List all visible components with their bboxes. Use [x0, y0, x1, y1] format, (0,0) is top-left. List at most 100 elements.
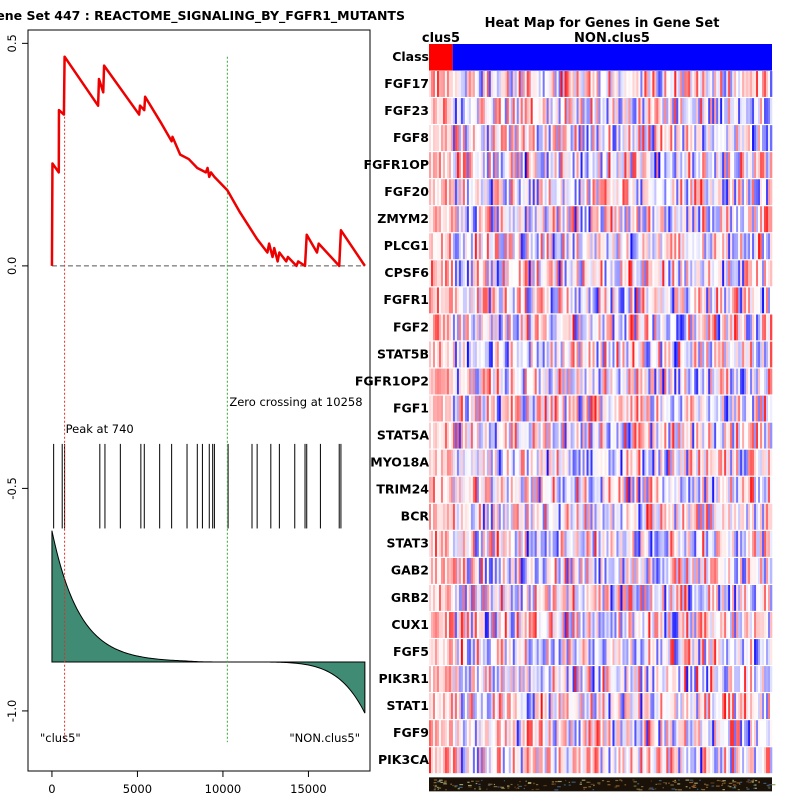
heatmap-cell	[526, 395, 530, 422]
heatmap-cell	[710, 152, 713, 179]
heatmap-cell	[492, 557, 496, 584]
heatmap-cell	[744, 666, 747, 692]
heatmap-cell	[528, 314, 531, 341]
heatmap-cell	[656, 233, 659, 260]
heatmap-cell	[660, 314, 663, 341]
heatmap-cell	[618, 368, 621, 395]
heatmap-cell	[710, 71, 713, 97]
heatmap-cell	[634, 125, 637, 151]
heatmap-cell	[430, 476, 434, 503]
heatmap-cell	[480, 71, 484, 97]
heatmap-cell	[696, 98, 699, 124]
heatmap-cell	[750, 747, 753, 774]
heatmap-cell	[702, 368, 705, 395]
heatmap-cell	[704, 612, 707, 638]
heatmap-cell	[684, 98, 687, 124]
heatmap-cell	[486, 152, 490, 179]
heatmap-cell	[624, 98, 627, 124]
heatmap-cell	[534, 287, 537, 314]
heatmap-cell	[766, 395, 769, 422]
heatmap-cell	[478, 233, 482, 260]
heatmap-cell	[552, 747, 555, 774]
heatmap-cell	[680, 125, 683, 151]
heatmap-cell	[698, 287, 701, 314]
heatmap-cell	[510, 422, 514, 449]
heatmap-cell	[520, 287, 524, 314]
heatmap-cell	[538, 152, 541, 179]
heatmap-cell	[472, 693, 476, 720]
heatmap-cell	[680, 341, 683, 368]
heatmap-cell	[442, 557, 446, 584]
heatmap-cell	[660, 125, 663, 151]
heatmap-cell	[602, 666, 605, 692]
heatmap-cell	[462, 341, 466, 368]
heatmap-cell	[492, 449, 496, 476]
heatmap-cell	[494, 233, 498, 260]
heatmap-cell	[628, 747, 631, 774]
heatmap-cell	[534, 612, 537, 638]
heatmap-cell	[582, 449, 585, 476]
heatmap-cell	[744, 368, 747, 395]
heatmap-cell	[704, 747, 707, 774]
heatmap-cell	[684, 314, 687, 341]
heatmap-cell	[550, 125, 553, 151]
heatmap-cell	[526, 747, 530, 774]
heatmap-cell	[448, 612, 452, 638]
heatmap-cell	[566, 639, 569, 665]
heatmap-cell	[566, 720, 569, 747]
heatmap-cell	[732, 747, 735, 774]
heatmap-cell	[724, 747, 727, 774]
heatmap-cell	[522, 71, 526, 97]
heatmap-cell	[676, 747, 679, 774]
heatmap-cell	[712, 612, 715, 638]
heatmap-cell	[600, 747, 603, 774]
footer-strip-mark	[662, 787, 664, 789]
heatmap-cell	[646, 233, 649, 260]
footer-strip-mark	[593, 784, 595, 787]
heatmap-cell	[750, 341, 753, 368]
heatmap-cell	[570, 585, 573, 611]
heatmap-cell	[642, 720, 645, 747]
heatmap-cell	[572, 152, 575, 179]
heatmap-cell	[706, 693, 709, 720]
heatmap-cell	[466, 395, 470, 422]
heatmap-cell	[444, 720, 448, 747]
heatmap-cell	[716, 585, 719, 611]
heatmap-cell	[446, 368, 450, 395]
heatmap-cell	[438, 693, 442, 720]
heatmap-cell	[694, 557, 697, 584]
heatmap-cell	[564, 557, 567, 584]
heatmap-cell	[444, 530, 448, 557]
heatmap-cell	[430, 422, 434, 449]
heatmap-cell	[518, 314, 522, 341]
heatmap-cell	[588, 179, 591, 206]
heatmap-cell	[574, 612, 577, 638]
heatmap-cell	[520, 152, 524, 179]
heatmap-cell	[694, 666, 697, 692]
heatmap-cell	[470, 152, 474, 179]
heatmap-cell	[712, 341, 715, 368]
heatmap-cell	[726, 503, 729, 530]
heatmap-cell	[488, 341, 492, 368]
heatmap-cell	[746, 395, 749, 422]
heatmap-cell	[510, 152, 514, 179]
heatmap-cell	[572, 530, 575, 557]
heatmap-cell	[536, 693, 539, 720]
heatmap-cell	[438, 476, 442, 503]
heatmap-cell	[632, 612, 635, 638]
heatmap-cell	[602, 125, 605, 151]
heatmap-cell	[682, 612, 685, 638]
heatmap-cell	[588, 666, 591, 692]
heatmap-cell	[482, 152, 486, 179]
heatmap-cell	[748, 206, 751, 233]
heatmap-cell	[558, 179, 561, 206]
heatmap-cell	[760, 233, 763, 260]
heatmap-cell	[706, 422, 709, 449]
heatmap-cell	[576, 71, 579, 97]
heatmap-cell	[518, 693, 522, 720]
heatmap-cell	[486, 720, 490, 747]
heatmap-cell	[432, 639, 436, 665]
heatmap-cell	[538, 368, 541, 395]
heatmap-cell	[474, 206, 478, 233]
heatmap-cell	[452, 612, 456, 638]
